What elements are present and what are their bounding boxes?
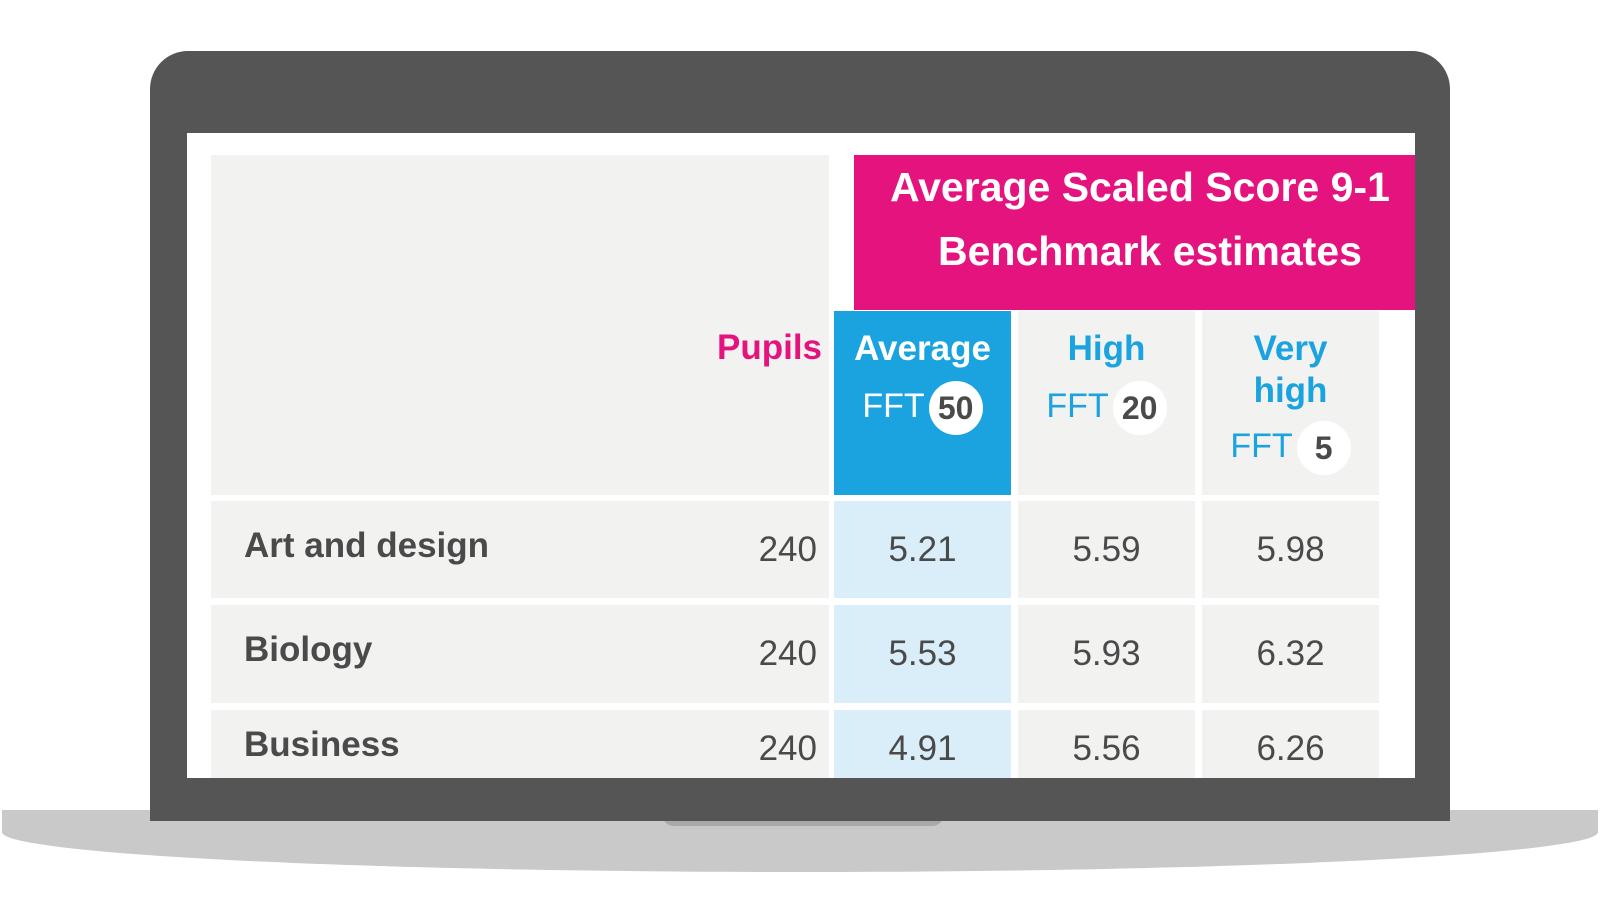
column-label-very: Very (1253, 329, 1328, 368)
average-cell: 5.53 (834, 605, 1011, 703)
average-cell: 5.21 (834, 501, 1011, 598)
very-high-cell: 6.26 (1202, 710, 1379, 778)
high-cell: 5.56 (1018, 710, 1195, 778)
pupils-cell: 240 (758, 729, 817, 768)
fft-prefix: FFT (1046, 386, 1109, 425)
fft-prefix: FFT (1230, 426, 1293, 465)
table-row-subject: Biology (211, 605, 829, 703)
fft-20-badge: 20 (1112, 381, 1167, 435)
very-high-cell: 5.98 (1202, 501, 1379, 598)
laptop-screen: Pupils Average Scaled Score 9-1 Benchmar… (187, 133, 1415, 778)
table-row-subject: Art and design (211, 501, 829, 598)
fft-50-badge: 50 (928, 381, 983, 435)
column-header-average[interactable]: Average FFT 50 (834, 311, 1011, 495)
header-title-line1: Average Scaled Score 9-1 (890, 164, 1390, 210)
benchmark-estimates-header: Average Scaled Score 9-1 Benchmark estim… (854, 155, 1415, 310)
average-cell: 4.91 (834, 710, 1011, 778)
table-row-subject: Business (211, 710, 829, 778)
high-cell: 5.59 (1018, 501, 1195, 598)
pupils-cell: 240 (758, 530, 817, 569)
column-header-high[interactable]: High FFT 20 (1018, 311, 1195, 495)
column-header-very-high[interactable]: Very high FFT 5 (1202, 311, 1379, 495)
fft-prefix: FFT (862, 386, 925, 425)
header-blank-cell (211, 155, 829, 495)
high-cell: 5.93 (1018, 605, 1195, 703)
column-label-high-line2: high (1253, 371, 1328, 410)
fft-5-badge: 5 (1296, 421, 1351, 475)
pupils-cell: 240 (758, 634, 817, 673)
column-label-average: Average (854, 329, 991, 368)
column-label-high: High (1067, 329, 1146, 368)
very-high-cell: 6.32 (1202, 605, 1379, 703)
header-title-line2: Benchmark estimates (938, 228, 1362, 274)
pupils-column-header: Pupils (717, 328, 823, 367)
